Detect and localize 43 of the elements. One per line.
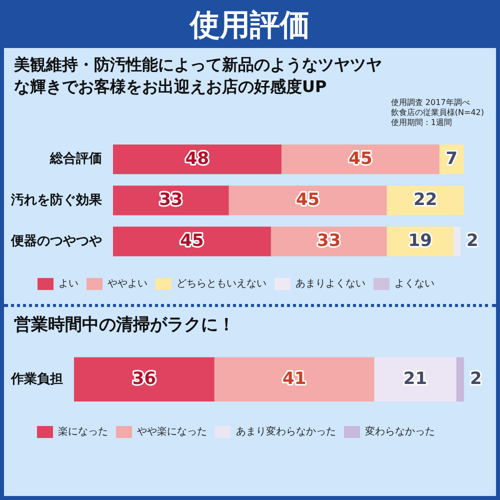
data-label: 21 <box>403 368 428 389</box>
data-label: 33 <box>159 190 183 210</box>
data-label: 2 <box>466 230 478 251</box>
y-tick-label: 作業負担 <box>10 372 63 387</box>
text: 飲食店の従業員様(N=42) <box>390 108 484 118</box>
bar <box>74 357 214 402</box>
legend-label: よい <box>58 278 78 290</box>
data-label: 7 <box>446 148 458 169</box>
data-label: 48 <box>185 148 210 169</box>
data-label: 19 <box>408 230 432 251</box>
data-label: 41 <box>282 368 306 389</box>
y-tick-label: 便器のつやつや <box>10 234 102 249</box>
bar <box>214 357 374 402</box>
legend-label: 変わらなかった <box>365 426 435 438</box>
data-label: 45 <box>296 190 320 210</box>
data-label: 36 <box>132 368 156 389</box>
legend-label: どちらともいえない <box>176 278 266 290</box>
legend-label: よくない <box>394 278 434 290</box>
data-label: 2 <box>470 368 482 389</box>
data-label: 33 <box>317 230 341 251</box>
legend-label: あまり変わらなかった <box>236 426 336 438</box>
bar <box>113 144 282 174</box>
legend-label: やや楽になった <box>137 426 207 438</box>
legend-label: 楽になった <box>58 426 108 438</box>
y-tick-label: 総合評価 <box>49 150 102 167</box>
data-label: 22 <box>414 190 438 210</box>
text: 使用調査 2017年調べ <box>390 98 471 108</box>
bar <box>270 226 387 256</box>
text: 使用期間：1週間 <box>390 118 453 128</box>
chart-title: 使用評価 <box>4 4 496 48</box>
y-tick-label: 汚れを防ぐ効果 <box>10 192 103 208</box>
chart-title: 営業時間中の清掃がラクに！ <box>13 314 236 337</box>
bar <box>113 226 271 256</box>
bar <box>228 186 387 216</box>
bar <box>453 226 460 256</box>
data-label: 45 <box>348 148 372 169</box>
data-label: 45 <box>180 230 204 251</box>
chart-subtitle: 美観維持・防汚性能によって新品のようなツヤツヤな輝きでお客様をお出迎えお店の好感度UP <box>14 54 383 98</box>
bar <box>456 357 464 402</box>
bar <box>281 144 440 174</box>
bar <box>374 357 456 402</box>
legend-label: ややよい <box>108 278 148 290</box>
legend-label: あまりよくない <box>296 278 366 290</box>
